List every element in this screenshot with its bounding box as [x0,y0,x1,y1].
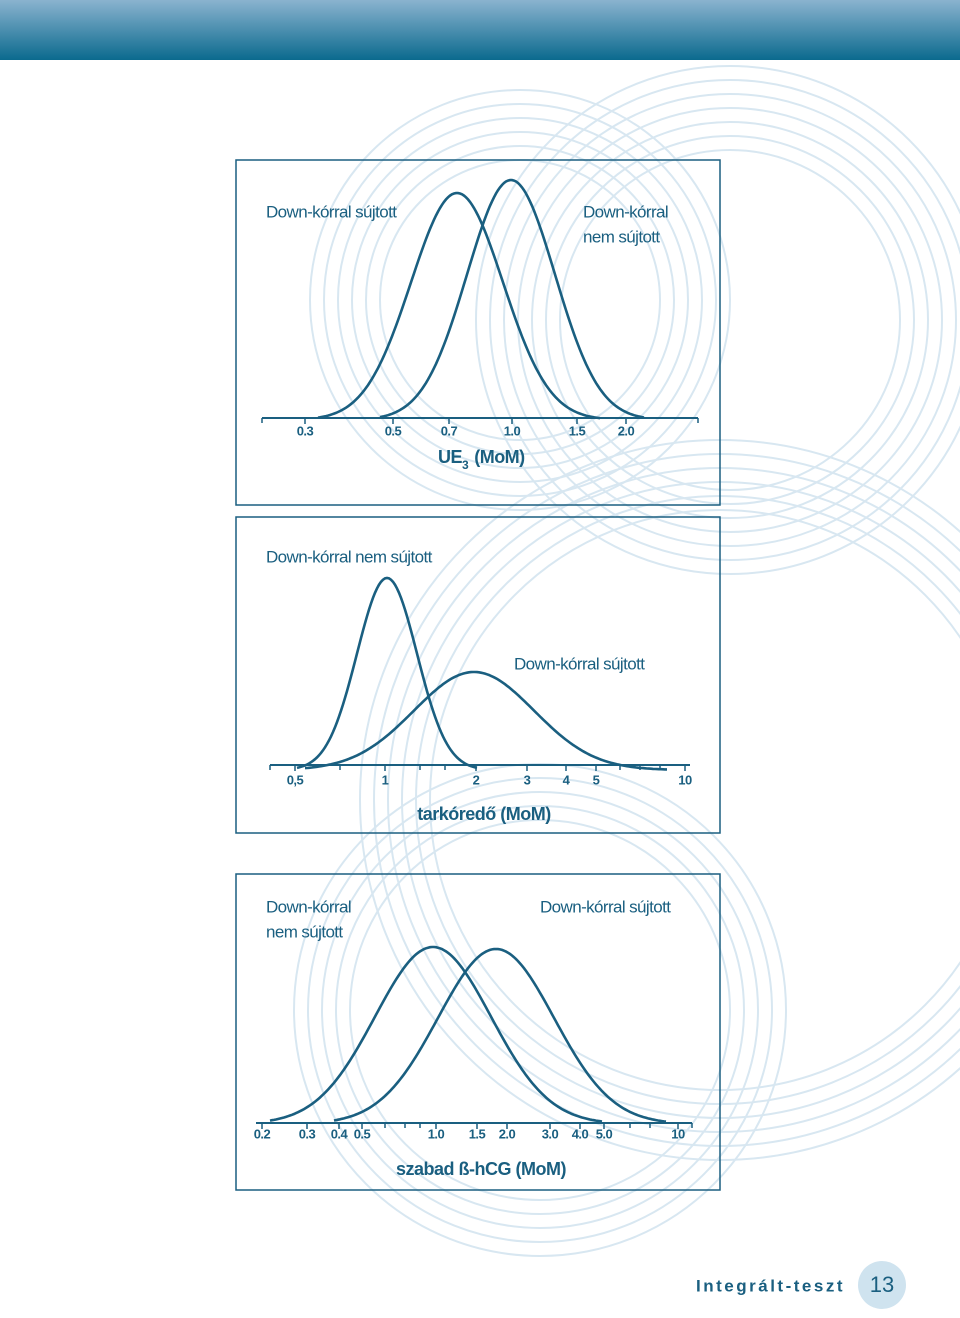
tick-label: 4 [563,772,571,787]
tick-label: 0.5 [385,423,402,438]
bg-circle [429,509,960,1091]
header-band [0,0,960,60]
tick-label: 1.5 [469,1126,486,1141]
tick-label: 1.0 [428,1126,445,1141]
tick-label: 2.0 [618,423,635,438]
tick-label: 0.5 [354,1126,371,1141]
tick-label: 10 [671,1126,685,1141]
bg-circle [401,481,960,1119]
tick-label: 1 [382,772,389,787]
curve-label: Down-kórral [266,897,351,916]
curve-label: Down-kórral sújtott [514,654,645,673]
curve-label: Down-kórral [583,202,668,221]
page-number: 13 [870,1272,894,1297]
bg-circle [349,819,731,1201]
distribution-curve [269,945,603,1123]
tick-label: 0,5 [287,772,304,787]
bg-circle [321,791,759,1229]
bg-circle [517,107,943,533]
tick-label: 10 [678,772,692,787]
chart-frame [235,516,721,834]
axis-title: szabad ß-hCG (MoM) [396,1159,566,1179]
bg-circle [559,149,901,491]
content: 0.3 0.5 0.7 1.0 1.5 2.0 Down-kórral sújtott Dow… [235,159,721,1191]
bg-circle [337,117,703,483]
bg-circle [309,89,731,511]
bg-circle [351,131,689,469]
chart-frame [235,873,721,1191]
bg-circle [531,121,929,519]
tick-label: 0.3 [299,1126,316,1141]
axis-title: tarkóredő (MoM) [417,804,551,824]
bg-circle [365,145,675,455]
distribution-curve [304,670,667,771]
bg-circle [359,439,960,1161]
tick-label: 5 [593,772,600,787]
page-number-badge [858,1261,906,1309]
bg-circle [475,65,960,575]
tick-label: 2.0 [499,1126,516,1141]
distribution-curve [296,576,478,770]
curve-label: Down-kórral sújtott [266,202,397,221]
tick-label: 5.0 [596,1126,613,1141]
footer-title: Integrált-teszt [696,1276,845,1295]
curve-label: Down-kórral sújtott [540,897,671,916]
axis-title: UE3 (MoM) [438,447,525,472]
tick-label: 3.0 [542,1126,559,1141]
curve-label: nem sújtott [266,922,343,941]
distribution-curve [379,178,645,419]
bg-circle [415,495,960,1105]
bg-circle [307,777,773,1243]
tick-label: 0.3 [297,423,314,438]
distribution-curve [317,191,601,420]
curve-label: nem sújtott [583,227,660,246]
tick-label: 0.7 [441,423,458,438]
bg-circle [545,135,915,505]
tick-label: 0.4 [331,1126,349,1141]
tick-label: 0.2 [254,1126,271,1141]
bg-circle [489,79,960,561]
tick-label: 4.0 [572,1126,589,1141]
tick-label: 1.5 [569,423,586,438]
tick-label: 2 [473,772,480,787]
bg-circle [335,805,745,1215]
bg-circle [503,93,957,547]
distribution-curve [333,947,667,1123]
bg-circle [323,103,717,497]
chart-frame [235,159,721,506]
curve-label: Down-kórral nem sújtott [266,547,433,566]
bg-circle [293,763,787,1257]
tick-label: 1.0 [504,423,521,438]
tick-label: 3 [524,772,531,787]
